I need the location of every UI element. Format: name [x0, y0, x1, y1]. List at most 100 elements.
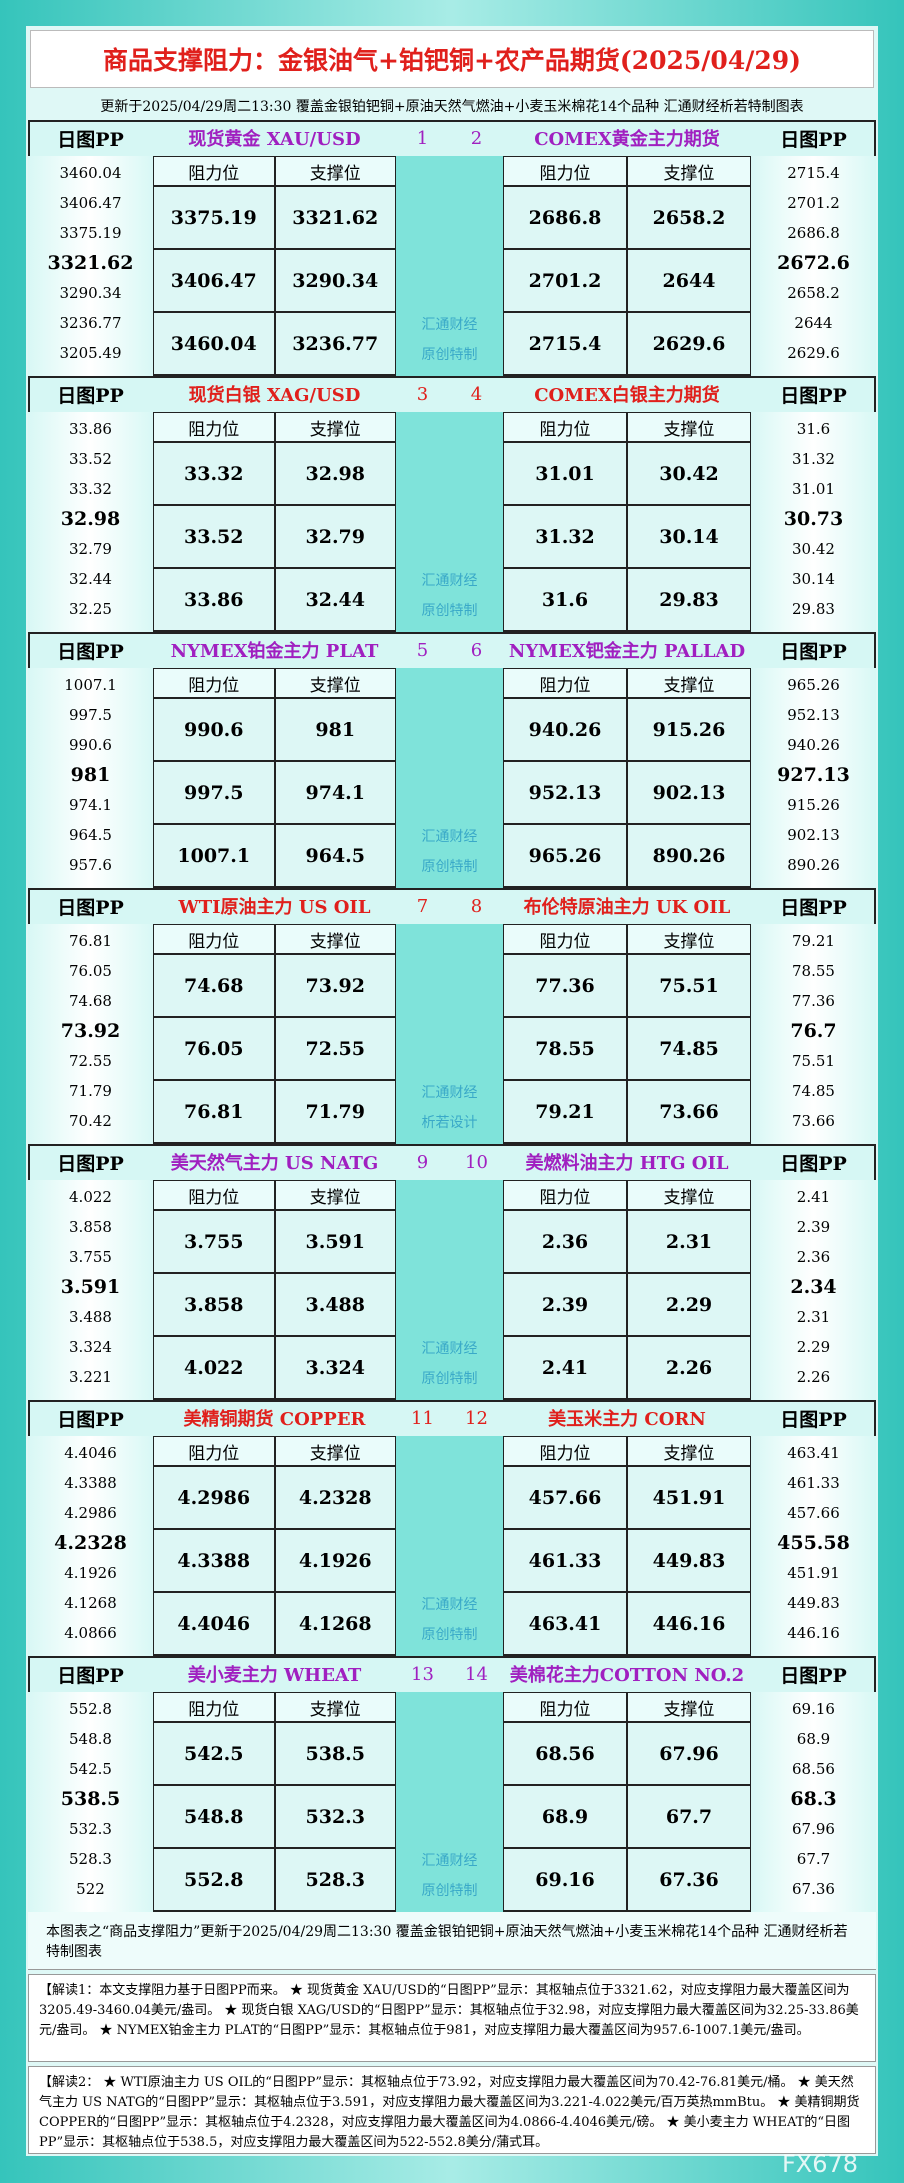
level-cell: 77.36	[503, 954, 627, 1017]
level-cell: 449.83	[627, 1529, 751, 1592]
pp-value: 915.26	[787, 796, 840, 814]
instrument-number: 12	[465, 1407, 488, 1429]
pp-value: 538.5	[60, 1788, 121, 1810]
level-cell: 463.41	[503, 1592, 627, 1655]
pp-value: 4.1268	[64, 1594, 117, 1612]
pp-column	[28, 1180, 153, 1400]
pp-value: 552.8	[69, 1700, 112, 1718]
instrument-number: 13	[411, 1663, 434, 1685]
pp-header: 日图PP	[780, 896, 847, 919]
watermark: 析若设计	[421, 1115, 478, 1131]
level-cell: 75.51	[627, 954, 751, 1017]
instrument-number: 9	[416, 1151, 429, 1173]
pp-value: 71.79	[69, 1082, 112, 1100]
pp-value: 4.2328	[54, 1532, 127, 1554]
level-cell: 32.98	[274, 442, 396, 505]
level-cell: 3.755	[153, 1210, 275, 1273]
pp-value: 2.29	[796, 1338, 831, 1356]
pp-value: 33.86	[69, 420, 112, 438]
instrument-name: WTI原油主力 US OIL	[178, 897, 371, 918]
level-cell: 2686.8	[503, 186, 627, 249]
instrument-number: 5	[416, 639, 429, 661]
level-cell: 890.26	[627, 824, 751, 887]
instrument-number: 2	[470, 127, 483, 149]
pp-header: 日图PP	[780, 128, 847, 151]
pp-value: 68.9	[796, 1730, 831, 1748]
instrument-name: 美燃料油主力 HTG OIL	[525, 1153, 729, 1174]
level-cell: 981	[274, 698, 396, 761]
pp-value: 2629.6	[787, 344, 840, 362]
pp-value: 528.3	[69, 1850, 112, 1868]
level-cell: 3375.19	[153, 186, 275, 249]
pp-value: 3205.49	[59, 344, 122, 362]
mid-column	[396, 924, 503, 1144]
pp-value: 4.2986	[64, 1504, 117, 1522]
pp-value: 76.05	[69, 962, 112, 980]
instrument-number: 4	[470, 383, 483, 405]
level-cell: 451.91	[627, 1466, 751, 1529]
pp-value: 4.3388	[64, 1474, 117, 1492]
pp-value: 952.13	[787, 706, 840, 724]
pp-column	[28, 668, 153, 888]
level-cell: 31.32	[503, 505, 627, 568]
table-header: 支撑位	[274, 156, 396, 186]
level-cell: 73.92	[274, 954, 396, 1017]
level-cell: 30.42	[627, 442, 751, 505]
level-cell: 2644	[627, 249, 751, 312]
pp-value: 31.32	[792, 450, 835, 468]
level-cell: 74.85	[627, 1017, 751, 1080]
watermark: 原创特制	[421, 1883, 478, 1899]
table-header: 阻力位	[503, 924, 627, 954]
pp-value: 33.32	[69, 480, 112, 498]
level-cell: 73.66	[627, 1080, 751, 1143]
pp-value: 76.81	[69, 932, 112, 950]
watermark: 原创特制	[421, 859, 478, 875]
pp-value: 3406.47	[59, 194, 122, 212]
level-cell: 446.16	[627, 1592, 751, 1655]
level-cell: 33.86	[153, 568, 275, 631]
level-cell: 4.1926	[274, 1529, 396, 1592]
pp-value: 30.42	[792, 540, 835, 558]
level-cell: 4.1268	[274, 1592, 396, 1655]
instrument-name: COMEX白银主力期货	[534, 385, 720, 406]
pp-value: 74.68	[69, 992, 112, 1010]
pp-value: 890.26	[787, 856, 840, 874]
level-cell: 964.5	[274, 824, 396, 887]
table-header: 阻力位	[153, 412, 275, 442]
pp-column	[28, 412, 153, 632]
watermark: 原创特制	[421, 1371, 478, 1387]
pp-header: 日图PP	[780, 1664, 847, 1687]
pp-value: 940.26	[787, 736, 840, 754]
level-cell: 72.55	[274, 1017, 396, 1080]
pp-value: 2.26	[796, 1368, 831, 1386]
footer-note: 【解读2： ★ WTI原油主力 US OIL的“日图PP”显示：其枢轴点位于73…	[28, 2066, 876, 2154]
level-cell: 532.3	[274, 1785, 396, 1848]
table-header: 阻力位	[503, 412, 627, 442]
level-cell: 67.7	[627, 1785, 751, 1848]
pp-value: 32.79	[69, 540, 112, 558]
table-header: 阻力位	[153, 156, 275, 186]
table-header: 支撑位	[274, 668, 396, 698]
pp-value: 3375.19	[59, 224, 122, 242]
pp-column	[28, 156, 153, 376]
pp-value: 67.96	[792, 1820, 835, 1838]
mid-column	[396, 156, 503, 376]
instrument-number: 7	[416, 895, 429, 917]
pp-header: 日图PP	[57, 1664, 124, 1687]
pp-value: 4.022	[69, 1188, 112, 1206]
pp-column	[751, 1180, 876, 1400]
watermark: 汇通财经	[421, 573, 478, 589]
pp-value: 32.25	[69, 600, 112, 618]
pp-value: 2.34	[790, 1276, 837, 1298]
pp-header: 日图PP	[57, 640, 124, 663]
pp-value: 70.42	[69, 1112, 112, 1130]
level-cell: 528.3	[274, 1848, 396, 1911]
pp-value: 957.6	[69, 856, 112, 874]
pp-header: 日图PP	[57, 384, 124, 407]
pp-value: 31.01	[792, 480, 835, 498]
level-cell: 3.858	[153, 1273, 275, 1336]
level-cell: 2629.6	[627, 312, 751, 375]
level-cell: 538.5	[274, 1722, 396, 1785]
pp-value: 3.591	[60, 1276, 121, 1298]
level-cell: 542.5	[153, 1722, 275, 1785]
